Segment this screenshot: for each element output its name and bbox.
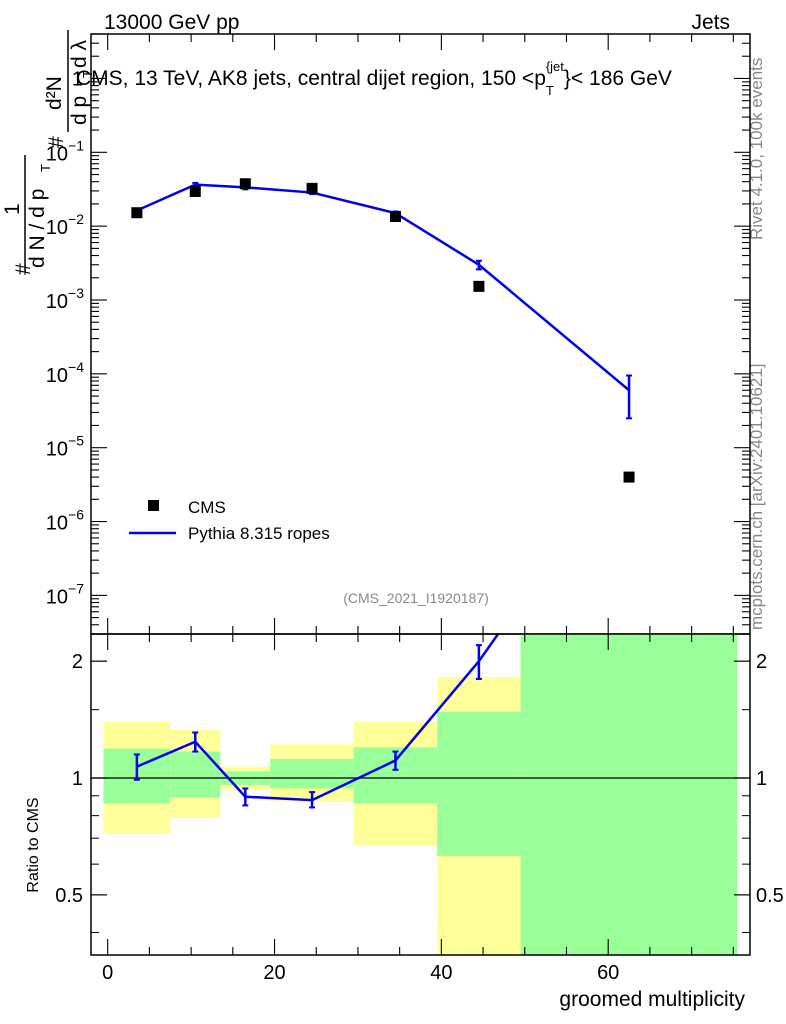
ratio-band-green — [437, 711, 521, 856]
plot-title-sup: {jet — [546, 59, 564, 74]
main-ylabel: # 1 d N / d p T # d²N d p T d λ — [1, 30, 95, 275]
plot-title: CMS, 13 TeV, AK8 jets, central dijet reg… — [76, 59, 672, 98]
legend-marker-cms — [148, 500, 159, 511]
plot-title-end: }< 186 GeV — [564, 67, 672, 90]
ylabel-hash-mid: # — [45, 136, 68, 148]
cms-data-point — [131, 207, 143, 219]
main-ytick-label: 10−1 — [46, 137, 84, 165]
cms-data-point — [473, 280, 485, 292]
cms-data-point — [239, 178, 251, 190]
cms-data-point — [306, 182, 318, 194]
cms-data-point — [189, 185, 201, 197]
x-tick-label: 20 — [263, 962, 285, 984]
x-axis-label: groomed multiplicity — [559, 988, 745, 1011]
main-ytick-label: 10−7 — [46, 580, 84, 608]
x-tick-label: 0 — [102, 962, 113, 984]
ratio-ylabel: Ratio to CMS — [25, 797, 42, 892]
ratio-ytick-label-right: 0.5 — [756, 885, 784, 907]
ylabel-T-sub-2: T — [80, 70, 95, 78]
main-panel: 1 10−1 10−2 10−3 10−4 10−5 10−6 10−7 — [46, 33, 751, 635]
main-frame — [90, 33, 751, 635]
x-tick-label: 60 — [597, 962, 619, 984]
header-left: 13000 GeV pp — [104, 11, 239, 34]
ratio-band-green — [270, 758, 354, 789]
ratio-band-green — [520, 634, 738, 955]
ylabel-one: 1 — [1, 203, 24, 215]
ratio-ytick-label: 1 — [72, 768, 83, 790]
ylabel-dlambda: d λ — [68, 39, 91, 68]
ratio-ytick-label: 0.5 — [55, 885, 83, 907]
main-ytick-label: 10−4 — [46, 359, 84, 387]
main-ytick-label: 10−2 — [46, 211, 84, 239]
ylabel-d2N: d²N — [43, 76, 66, 110]
ylabel-dN: d N / d p — [26, 189, 49, 268]
ratio-band-green — [170, 751, 221, 798]
mcplots-label: mcplots.cern.ch [arXiv:2401.10621] — [747, 364, 766, 630]
ylabel-T-sub-1: T — [38, 164, 53, 172]
analysis-watermark: (CMS_2021_I1920187) — [343, 590, 489, 606]
ylabel-dp: d p — [68, 96, 91, 125]
x-tick-label: 40 — [430, 962, 452, 984]
ratio-ytick-label: 2 — [72, 651, 83, 673]
plot-title-main: CMS, 13 TeV, AK8 jets, central dijet reg… — [76, 67, 546, 90]
legend: CMS Pythia 8.315 ropes — [129, 498, 330, 543]
header-right: Jets — [691, 11, 730, 34]
main-ytick-label: 10−5 — [46, 433, 84, 461]
cms-data-point — [389, 211, 401, 223]
main-ytick-label: 1 — [72, 68, 83, 90]
main-ytick-label: 10−6 — [46, 507, 84, 535]
cms-data-point — [623, 471, 635, 483]
main-mc-line — [136, 183, 630, 392]
ratio-frame — [90, 633, 751, 956]
rivet-label: Rivet 4.1.0, 100k events — [747, 58, 766, 240]
main-ytick-label: 10−3 — [46, 285, 84, 313]
ratio-ytick-label-right: 2 — [756, 651, 767, 673]
legend-label-pythia: Pythia 8.315 ropes — [188, 524, 330, 543]
plot-title-sub: T — [546, 83, 554, 98]
legend-label-cms: CMS — [188, 498, 226, 517]
ratio-ytick-label-right: 1 — [756, 768, 767, 790]
ratio-panel: 0.5 0.51 12 20 20 40 60 — [55, 633, 784, 984]
ylabel-hash-left: # — [12, 263, 35, 275]
